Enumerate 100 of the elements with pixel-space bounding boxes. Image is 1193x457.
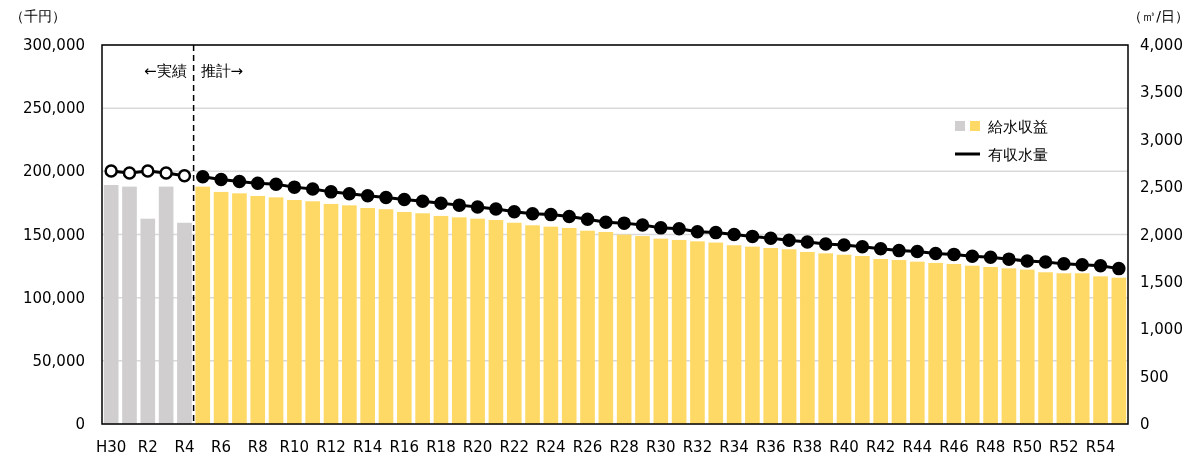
point	[507, 205, 521, 219]
point	[965, 249, 980, 264]
point	[635, 218, 650, 232]
bar	[745, 246, 760, 424]
y2-tick-label: 2,500	[1140, 178, 1183, 197]
bar	[525, 225, 540, 424]
bar	[891, 260, 907, 424]
point	[214, 172, 228, 187]
bar	[690, 241, 705, 424]
point	[873, 241, 888, 256]
bar	[964, 265, 980, 424]
point	[141, 164, 155, 178]
bar	[323, 203, 339, 424]
bar	[213, 191, 229, 424]
bar	[909, 261, 925, 424]
x-tick-label: R52	[1049, 438, 1079, 456]
point	[1075, 258, 1089, 272]
bar	[818, 253, 834, 424]
x-tick-label: R28	[609, 438, 639, 456]
point	[1038, 255, 1053, 269]
bar	[800, 251, 815, 424]
bar	[708, 242, 724, 424]
y-tick-label: 200,000	[22, 162, 85, 181]
point	[434, 196, 448, 210]
x-tick-label: R42	[865, 438, 896, 456]
point	[562, 209, 576, 224]
bar	[616, 234, 632, 424]
point	[305, 182, 320, 196]
bar	[1111, 277, 1127, 424]
point	[690, 224, 705, 239]
point	[360, 188, 375, 203]
bar	[415, 213, 430, 424]
x-tick-label: R6	[211, 438, 232, 456]
point	[544, 207, 558, 222]
y2-tick-label: 0	[1140, 415, 1150, 433]
bar	[342, 205, 357, 424]
y2-tick-label: 3,000	[1140, 130, 1183, 149]
x-tick-label: R48	[975, 438, 1006, 456]
x-tick-label: R16	[389, 438, 420, 456]
bar	[855, 255, 870, 424]
point	[1112, 261, 1126, 276]
bar	[232, 193, 247, 424]
point	[415, 194, 430, 209]
bar	[451, 217, 467, 424]
x-tick-label: R20	[462, 438, 493, 456]
bar	[726, 245, 742, 424]
point	[196, 169, 210, 184]
annotation: 推計→	[200, 62, 244, 80]
point	[599, 215, 613, 229]
point	[489, 202, 503, 216]
point	[763, 231, 778, 246]
bar	[561, 227, 577, 424]
point	[1093, 259, 1108, 273]
bar	[635, 236, 650, 424]
bar	[781, 249, 797, 424]
bar	[433, 215, 449, 424]
legend-label: 有収水量	[988, 146, 1048, 164]
x-tick-label: R36	[755, 438, 786, 456]
y2-tick-label: 1,500	[1140, 272, 1183, 291]
y-tick-label: 250,000	[22, 99, 85, 118]
x-tick-label: R10	[279, 438, 310, 456]
bar	[543, 226, 559, 424]
y-tick-label: 50,000	[32, 351, 85, 370]
bar	[396, 212, 412, 424]
point	[910, 244, 925, 259]
point	[1057, 257, 1071, 271]
x-tick-label: R38	[792, 438, 823, 456]
bar	[1056, 273, 1072, 424]
x-tick-label: R34	[719, 438, 749, 456]
bar	[506, 222, 522, 424]
x-tick-label: H30	[95, 438, 127, 456]
bar	[763, 248, 779, 424]
x-tick-label: R12	[316, 438, 346, 456]
bar	[378, 209, 394, 424]
bar	[1001, 268, 1017, 424]
bar	[287, 200, 302, 424]
point	[250, 176, 265, 191]
point	[818, 237, 833, 251]
x-tick-label: R30	[646, 438, 676, 456]
x-tick-label: R54	[1085, 438, 1116, 456]
y2-axis-title: （㎥/日）	[1128, 8, 1189, 24]
y2-tick-label: 2,000	[1140, 225, 1183, 244]
y-tick-label: 0	[75, 415, 85, 433]
bar	[470, 218, 485, 424]
bar	[598, 231, 614, 424]
bar	[653, 238, 669, 424]
x-tick-label: R44	[902, 438, 933, 456]
x-tick-label: R8	[247, 438, 268, 456]
point	[122, 166, 137, 180]
bar	[836, 254, 852, 424]
point	[1002, 252, 1016, 266]
bar	[195, 186, 211, 424]
point	[800, 235, 815, 249]
annotation: ←実績	[144, 62, 187, 80]
point	[727, 227, 741, 242]
point	[177, 169, 192, 183]
y2-tick-label: 4,000	[1140, 36, 1183, 54]
bar	[671, 239, 687, 424]
bar	[305, 201, 321, 424]
point	[159, 166, 173, 180]
